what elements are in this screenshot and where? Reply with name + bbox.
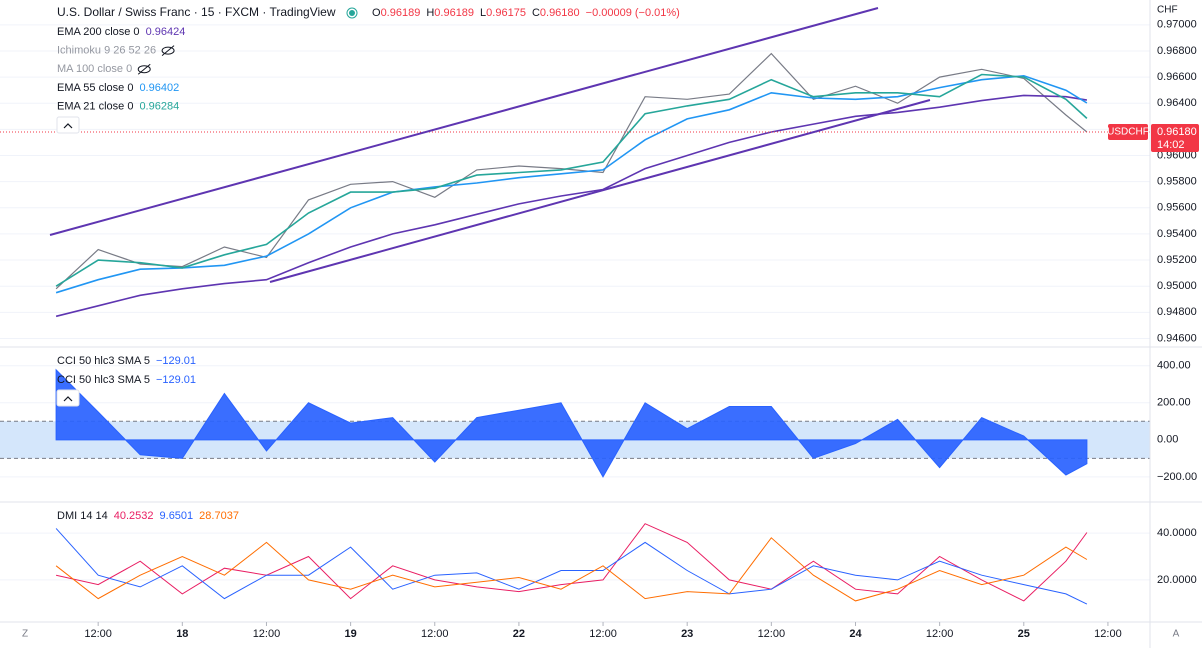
price-tag	[1151, 123, 1199, 152]
indicator-value: 28.7037	[199, 510, 239, 522]
eye-slash	[137, 63, 151, 75]
ohlc-value: 0.96189	[434, 7, 474, 19]
indicator-legend: EMA 200 close 0 0.96424	[57, 26, 185, 38]
x-tick-label: 12:00	[84, 628, 112, 640]
x-tick-label: 12:00	[1094, 628, 1122, 640]
ohlc-key: O	[372, 7, 381, 19]
y-tick-label: 0.95800	[1157, 176, 1197, 188]
countdown-label: 14:02	[1157, 139, 1185, 151]
indicator-name: DMI 14 14	[57, 510, 108, 522]
eye-icon	[161, 46, 175, 55]
ohlc-value: 0.96175	[486, 7, 526, 19]
ohlc-value: 0.96180	[540, 7, 580, 19]
y-tick-label: 0.97000	[1157, 19, 1197, 31]
ohlc-key: H	[426, 7, 434, 19]
marks	[0, 52, 1150, 605]
indicator-name: EMA 55 close 0	[57, 82, 133, 94]
y-tick-label: 0.95400	[1157, 228, 1197, 240]
visibility-toggle[interactable]	[161, 45, 175, 56]
currency: CHF	[1157, 5, 1178, 16]
visibility-toggle[interactable]	[137, 63, 151, 75]
collapse-button[interactable]	[56, 116, 80, 134]
x-tick-label: 24	[849, 628, 862, 640]
y-tick-label: 0.95600	[1157, 202, 1197, 214]
symbol-tag-label: USDCHF	[1107, 127, 1149, 138]
eye-icon	[137, 65, 151, 74]
indicator-legend: EMA 55 close 0 0.96402	[57, 82, 179, 94]
y-tick-label: 20.0000	[1157, 574, 1197, 586]
x-tick-label: 12:00	[253, 628, 281, 640]
ohlc-value: 0.96189	[381, 7, 421, 19]
hidden-indicator: MA 100 close 0	[57, 63, 132, 75]
indicator-name: EMA 200 close 0	[57, 26, 140, 38]
y-tick-label: 400.00	[1157, 360, 1191, 372]
x-tick-label: 12:00	[926, 628, 954, 640]
y-tick-label: 0.96400	[1157, 97, 1197, 109]
ohlc-key: L	[480, 7, 486, 19]
indicator-name: CCI 50 hlc3 SMA 5	[57, 355, 150, 367]
series-line	[55, 73, 1088, 287]
indicator-value: 0.96424	[146, 26, 186, 38]
series-line	[55, 74, 1088, 294]
indicator-value: −129.01	[156, 355, 196, 367]
x-tick-label: 25	[1018, 628, 1030, 640]
y-tick-label: 0.96600	[1157, 71, 1197, 83]
change: −0.00009 (−0.01%)	[586, 7, 680, 19]
x-tick-label: 18	[176, 628, 188, 640]
chart-title: U.S. Dollar / Swiss Franc · 15 · FXCM · …	[57, 5, 336, 19]
indicator-value: 9.6501	[160, 510, 194, 522]
y-tick-label: 0.96000	[1157, 149, 1197, 161]
market-status-dot	[349, 10, 355, 16]
indicator-value: 0.96402	[139, 82, 179, 94]
price-line	[55, 52, 1088, 290]
y-tick-label: 0.96800	[1157, 45, 1197, 57]
y-tick-label: 0.95200	[1157, 254, 1197, 266]
x-tick-label: 12:00	[589, 628, 617, 640]
indicator-value: −129.01	[156, 374, 196, 386]
timezone-button[interactable]: Z	[22, 629, 28, 640]
ohlc-key: C	[532, 7, 540, 19]
y-tick-label: 0.94800	[1157, 306, 1197, 318]
x-tick-label: 19	[344, 628, 356, 640]
auto-scale-button[interactable]: A	[1173, 629, 1180, 640]
x-tick-label: 22	[513, 628, 525, 640]
indicator-value: 0.96284	[139, 100, 179, 112]
collapse-button[interactable]	[56, 389, 80, 407]
indicator-name: EMA 21 close 0	[57, 100, 133, 112]
indicator-legend: EMA 21 close 0 0.96284	[57, 100, 179, 112]
y-tick-label: 0.94600	[1157, 332, 1197, 344]
eye-slash	[161, 45, 175, 56]
y-tick-label: 0.00	[1157, 434, 1178, 446]
series-line	[55, 528, 1088, 605]
symbol-tag	[1108, 123, 1148, 140]
x-tick-label: 23	[681, 628, 693, 640]
hidden-indicator: Ichimoku 9 26 52 26	[57, 45, 156, 57]
indicator-value: 40.2532	[114, 510, 154, 522]
y-tick-label: −200.00	[1157, 471, 1197, 483]
trendline	[49, 7, 879, 236]
series-line	[55, 94, 1088, 318]
cci-area	[55, 368, 1088, 478]
x-tick-label: 12:00	[421, 628, 449, 640]
y-tick-label: 0.95000	[1157, 280, 1197, 292]
x-tick-label: 12:00	[758, 628, 786, 640]
indicator-name: CCI 50 hlc3 SMA 5	[57, 374, 150, 386]
indicator-legend: CCI 50 hlc3 SMA 5 −129.01	[57, 355, 196, 367]
trendline	[269, 99, 931, 283]
y-tick-label: 200.00	[1157, 397, 1191, 409]
indicator-legend: CCI 50 hlc3 SMA 5 −129.01	[57, 374, 196, 386]
series-line	[55, 537, 1088, 602]
ohlc: O0.96189 H0.96189 L0.96175 C0.96180 −0.00009…	[372, 7, 680, 19]
y-tick-label: 40.0000	[1157, 527, 1197, 539]
indicator-legend: DMI 14 14 40.2532 9.6501 28.7037	[57, 510, 239, 522]
price-tag-label: 0.96180	[1157, 126, 1197, 138]
